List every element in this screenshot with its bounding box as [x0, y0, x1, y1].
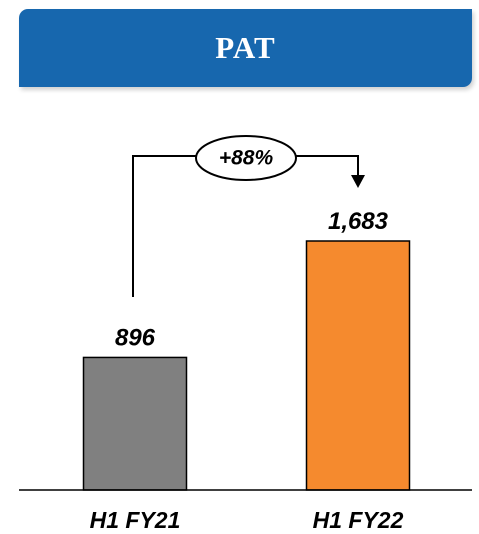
growth-annotation: +88%: [132, 135, 365, 297]
data-label: 1,683: [328, 208, 389, 235]
growth-ellipse: [195, 135, 297, 181]
bars-group: [82, 240, 411, 491]
growth-arrowhead: [351, 175, 365, 188]
title-banner: PAT: [19, 9, 472, 87]
chart-title: PAT: [215, 30, 276, 65]
labels-group: 896 H1 FY21 1,683 H1 FY22: [90, 208, 404, 533]
bar-h1-fy21: [82, 356, 188, 491]
x-tick-label: H1 FY21: [90, 507, 181, 533]
bar-h1-fy22: [305, 240, 411, 491]
data-label: 896: [115, 324, 156, 351]
growth-label: +88%: [219, 147, 274, 170]
x-tick-label: H1 FY22: [313, 507, 404, 533]
